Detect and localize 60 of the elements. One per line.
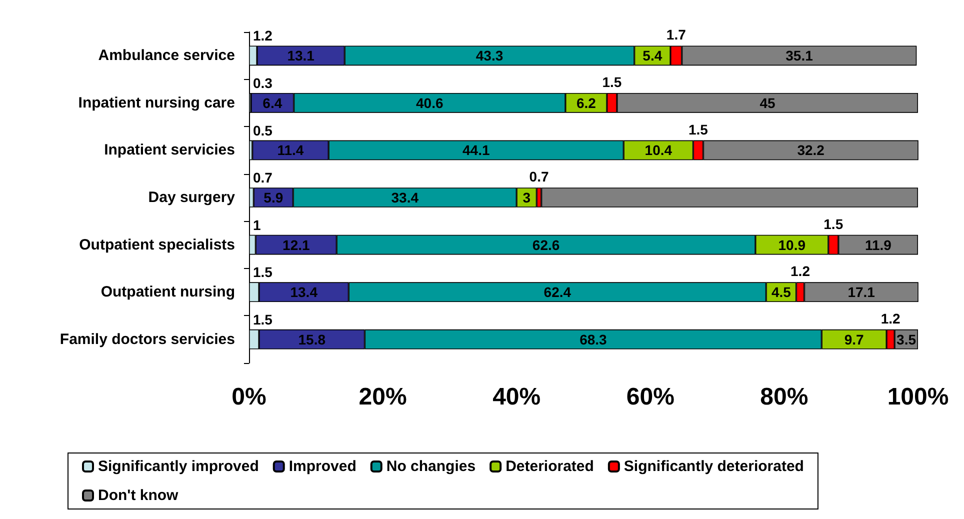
data-label: 10.4 [644,142,672,158]
data-label: 1.5 [253,264,273,280]
data-label: 1.5 [688,121,708,138]
data-label: 43.3 [476,48,504,64]
data-label: 1.2 [880,310,901,326]
x-tick-label: 100% [887,384,949,410]
data-label: 1.2 [253,28,273,44]
x-tick-label: 80% [760,384,808,410]
data-label: 1 [253,216,261,233]
data-label: 35.1 [786,48,814,64]
x-tick-label: 60% [626,384,674,410]
data-label: 44.1 [462,142,490,158]
data-label: 0.3 [253,75,273,91]
data-label: 1.5 [602,74,622,90]
data-label: 0.7 [529,168,549,185]
x-tick-label: 0% [232,384,266,410]
data-label: 1.5 [253,311,273,328]
data-label: 15.8 [298,331,326,348]
data-label: 1.5 [824,216,844,232]
data-label: 1.2 [790,263,810,280]
data-label: 45 [760,94,776,111]
x-tick-label: 20% [358,384,407,410]
legend-label: Deteriorated [506,458,594,475]
data-label: 5.4 [642,48,662,64]
data-label: 62.4 [544,284,572,300]
y-tick-label: Outpatient nursing [100,284,235,301]
legend-label: Don't know [98,487,179,504]
data-label: 33.4 [391,190,419,206]
legend-label: No changies [386,458,476,475]
data-label: 4.5 [771,284,792,300]
data-label: 68.3 [580,331,608,348]
y-tick-label: Inpatient servicies [104,142,235,159]
legend-label: Improved [288,458,356,475]
legend-label: Significantly deteriorated [624,458,804,475]
data-label: 5.9 [264,190,284,206]
y-tick-label: Day surgery [148,189,236,206]
y-tick-label: Ambulance service [98,47,235,64]
data-label: 40.6 [416,94,444,111]
data-label: 6.2 [576,94,596,111]
legend-label: Significantly improved [98,458,259,475]
data-label: 0.7 [253,170,273,186]
y-tick-label: Family doctors servicies [60,330,235,348]
data-label: 62.6 [532,236,560,253]
x-tick-label: 40% [492,384,541,410]
y-tick-label: Outpatient specialists [79,236,235,254]
data-label: 32.2 [797,142,825,158]
data-label: 17.1 [848,284,876,300]
data-label: 9.7 [844,331,864,348]
data-label: 1.7 [666,26,686,43]
data-label: 10.9 [778,236,806,253]
data-label: 6.4 [262,94,282,111]
y-tick-label: Inpatient nursing care [78,94,235,112]
data-label: 11.9 [864,236,892,253]
data-label: 3 [522,190,531,206]
data-label: 11.4 [277,142,304,158]
data-label: 3.5 [896,331,916,348]
data-label: 13.4 [290,284,318,300]
data-label: 12.1 [282,236,310,253]
data-label: 0.5 [253,122,273,138]
data-label: 13.1 [287,48,315,64]
